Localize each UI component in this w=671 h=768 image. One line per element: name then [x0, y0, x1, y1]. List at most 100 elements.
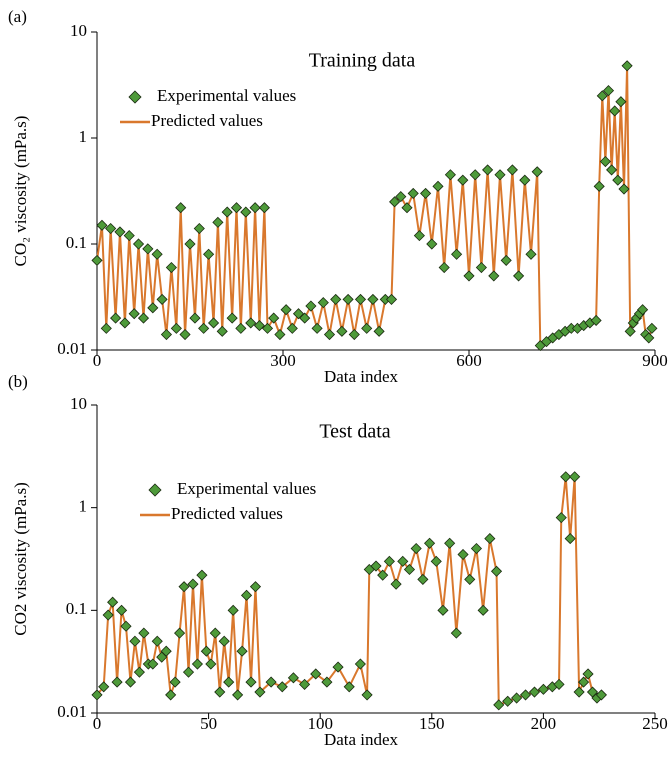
data-point: [494, 169, 506, 181]
y-tick-label: 10: [70, 21, 87, 40]
data-point: [209, 627, 221, 639]
data-point: [451, 248, 463, 260]
x-tick-label: 600: [456, 351, 482, 370]
data-point: [91, 689, 103, 701]
data-point: [385, 293, 398, 305]
data-point: [179, 328, 191, 341]
data-point: [430, 555, 442, 567]
data-point: [500, 254, 512, 266]
data-point: [111, 676, 123, 688]
data-point: [124, 676, 137, 688]
data-point: [528, 686, 541, 698]
data-point: [227, 604, 239, 616]
data-point: [502, 695, 514, 707]
data-point: [426, 238, 438, 250]
data-point: [147, 658, 159, 670]
data-point: [464, 573, 476, 585]
data-point: [389, 196, 401, 208]
legend-label: Experimental values: [177, 479, 316, 498]
data-point: [265, 676, 277, 688]
x-tick-label: 100: [307, 714, 333, 733]
data-point: [91, 254, 103, 266]
data-point: [593, 180, 605, 192]
data-point: [169, 676, 181, 688]
data-point: [555, 512, 567, 524]
data-point: [286, 322, 298, 334]
data-point: [189, 312, 201, 324]
data-point: [377, 569, 389, 581]
data-point: [182, 666, 195, 678]
data-point: [643, 332, 655, 344]
y-tick-label: 0.01: [57, 339, 87, 358]
data-point: [493, 699, 505, 711]
data-point: [142, 243, 154, 255]
y-axis-label: CO2 viscosity (mPa.s): [11, 482, 30, 635]
legend-marker: [128, 90, 142, 104]
data-point: [187, 578, 199, 590]
data-point: [553, 678, 565, 690]
data-point: [218, 635, 230, 647]
data-point: [582, 668, 594, 680]
data-point: [114, 226, 126, 238]
data-point: [311, 322, 323, 334]
data-point: [578, 676, 590, 688]
data-point: [564, 533, 576, 545]
data-point: [437, 604, 449, 616]
data-point: [310, 668, 322, 680]
data-point: [305, 300, 317, 312]
data-point: [624, 325, 636, 337]
x-tick-label: 50: [200, 714, 217, 733]
data-point: [482, 164, 494, 176]
data-point: [214, 686, 226, 698]
data-point: [531, 166, 543, 178]
data-point: [212, 216, 224, 228]
data-point: [160, 328, 173, 341]
x-tick-label: 300: [270, 351, 296, 370]
data-point: [198, 322, 210, 334]
data-point: [280, 304, 292, 316]
data-point: [110, 312, 122, 324]
y-tick-label: 0.01: [57, 702, 87, 721]
data-point: [107, 596, 119, 608]
data-point: [403, 563, 416, 576]
data-point: [361, 322, 373, 334]
data-point: [390, 578, 402, 590]
y-tick-label: 1: [79, 497, 88, 516]
chart-title: Test data: [319, 421, 390, 443]
data-point: [105, 222, 117, 235]
data-point: [606, 164, 618, 176]
data-point: [230, 202, 243, 214]
data-point: [170, 322, 182, 334]
data-point: [223, 676, 235, 688]
data-point: [292, 308, 305, 320]
x-tick-label: 0: [93, 351, 102, 370]
data-point: [367, 293, 379, 305]
data-point: [560, 471, 572, 483]
data-point: [595, 689, 607, 701]
data-point: [258, 202, 270, 214]
data-point: [519, 689, 532, 701]
x-axis-label: Data index: [324, 367, 399, 386]
data-point: [342, 293, 354, 305]
legend-label: Experimental values: [157, 86, 296, 105]
data-point: [519, 174, 531, 186]
data-point: [240, 206, 252, 218]
y-tick-label: 0.1: [66, 233, 87, 252]
data-point: [490, 565, 503, 577]
data-point: [354, 658, 366, 670]
data-point: [602, 85, 615, 97]
data-point: [469, 169, 481, 181]
data-point: [417, 573, 429, 585]
data-point: [193, 222, 205, 235]
data-point: [196, 569, 208, 581]
data-point: [235, 322, 247, 334]
data-point: [444, 169, 456, 181]
data-point: [475, 261, 487, 274]
data-point: [253, 320, 266, 332]
data-point: [470, 542, 483, 555]
data-point: [115, 604, 128, 616]
data-point: [330, 293, 342, 305]
data-point: [373, 325, 385, 337]
data-point: [133, 666, 145, 678]
legend-label: Predicted values: [171, 504, 283, 523]
